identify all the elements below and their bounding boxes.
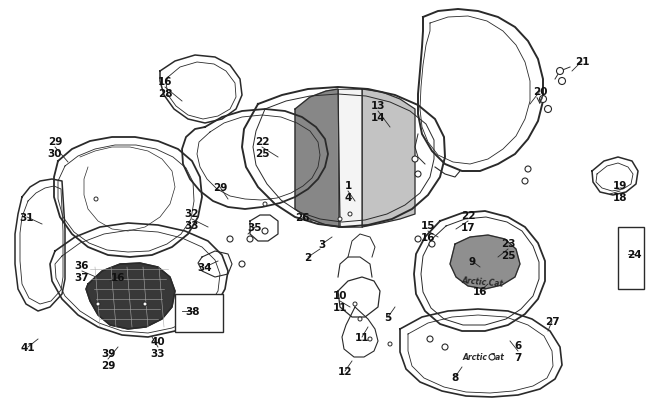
Text: 16: 16 <box>111 272 125 282</box>
Circle shape <box>412 157 418 162</box>
Text: 24: 24 <box>627 249 642 259</box>
Text: 26: 26 <box>294 213 309 222</box>
Circle shape <box>522 179 528 185</box>
Text: 20: 20 <box>533 87 547 97</box>
Circle shape <box>540 96 547 103</box>
Circle shape <box>442 344 448 350</box>
Text: 10
11: 10 11 <box>333 290 347 312</box>
Circle shape <box>239 261 245 267</box>
Circle shape <box>556 68 564 75</box>
Text: 32
33: 32 33 <box>185 209 200 230</box>
Text: 29
30: 29 30 <box>47 137 62 158</box>
Text: 35: 35 <box>248 222 262 232</box>
Circle shape <box>368 337 372 341</box>
Circle shape <box>94 198 98 202</box>
Circle shape <box>429 241 435 247</box>
Circle shape <box>262 228 268 234</box>
Polygon shape <box>450 235 520 289</box>
Circle shape <box>388 342 392 346</box>
Circle shape <box>247 237 253 243</box>
Polygon shape <box>362 90 415 228</box>
Text: 21: 21 <box>575 57 590 67</box>
Text: 8: 8 <box>451 372 459 382</box>
Circle shape <box>415 237 421 243</box>
Text: 16
28: 16 28 <box>158 77 172 98</box>
Text: 2: 2 <box>304 252 311 262</box>
Circle shape <box>525 166 531 173</box>
Circle shape <box>358 317 362 321</box>
Circle shape <box>96 302 100 306</box>
Text: 41: 41 <box>21 342 35 352</box>
Text: 6
7: 6 7 <box>514 340 522 362</box>
Polygon shape <box>338 90 362 228</box>
Text: 1
4: 1 4 <box>344 181 352 202</box>
Circle shape <box>263 202 267 207</box>
Polygon shape <box>295 90 340 228</box>
FancyBboxPatch shape <box>175 294 223 332</box>
Text: 12: 12 <box>338 366 352 376</box>
Text: 22
25: 22 25 <box>255 137 269 158</box>
Text: 40
33: 40 33 <box>151 337 165 358</box>
FancyBboxPatch shape <box>618 228 644 289</box>
Text: 22
17: 22 17 <box>461 211 475 232</box>
Text: 19
18: 19 18 <box>613 181 627 202</box>
Text: 9: 9 <box>469 256 476 266</box>
Text: 13
14: 13 14 <box>370 101 385 122</box>
Circle shape <box>489 354 495 360</box>
Text: 3: 3 <box>318 239 326 249</box>
Circle shape <box>353 302 357 306</box>
Text: 38: 38 <box>186 306 200 316</box>
Circle shape <box>415 172 421 177</box>
Text: 5: 5 <box>384 312 391 322</box>
Text: Arctic Cat: Arctic Cat <box>462 353 504 362</box>
Text: 16: 16 <box>473 286 488 296</box>
Text: 36
37: 36 37 <box>75 260 89 282</box>
Text: 31: 31 <box>20 213 34 222</box>
Circle shape <box>227 237 233 243</box>
Text: 23
25: 23 25 <box>500 239 515 260</box>
Circle shape <box>545 106 551 113</box>
Circle shape <box>338 217 342 222</box>
Text: 11: 11 <box>355 332 369 342</box>
Circle shape <box>143 302 147 306</box>
Text: 15
16: 15 16 <box>421 221 436 242</box>
Text: 39
29: 39 29 <box>101 348 115 370</box>
Circle shape <box>558 78 566 85</box>
Text: 27: 27 <box>545 316 559 326</box>
Text: Arctic Cat: Arctic Cat <box>462 275 504 288</box>
Circle shape <box>348 213 352 216</box>
Text: 34: 34 <box>198 262 213 272</box>
Text: 29: 29 <box>213 183 228 192</box>
Circle shape <box>427 336 433 342</box>
Polygon shape <box>86 263 175 329</box>
